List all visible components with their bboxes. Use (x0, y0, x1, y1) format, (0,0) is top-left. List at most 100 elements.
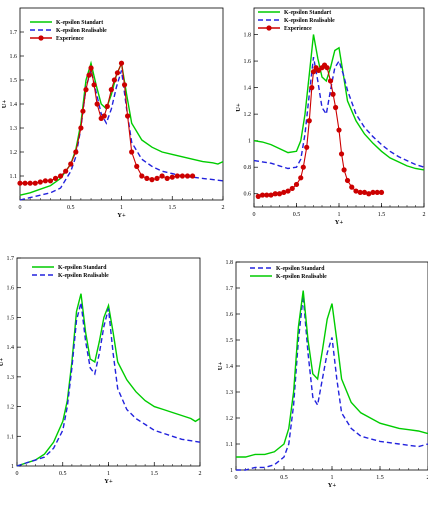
data-point (32, 180, 38, 186)
chart-panel-1: 0 0.5 1 1.5 2 1.1 1.2 1.3 1.4 1.5 1.6 1.7 Y+ U+ K-epsi… (1, 7, 225, 219)
x-tick-label: 0 (253, 212, 256, 218)
data-point (111, 77, 117, 83)
y-tick-label: 1.8 (226, 260, 234, 266)
y-tick-label: 1.4 (10, 102, 18, 108)
chart-panel-4: 0 0.5 1 1.5 2 1 1.1 1.2 1.3 1.4 1.5 1.6 1.7 1.8 Y+ U+ K-… (217, 260, 428, 489)
data-point (272, 191, 278, 197)
series-line-1 (16, 293, 201, 467)
y-tick-label: 1.6 (244, 59, 252, 65)
series-line-2 (16, 302, 201, 467)
data-point (144, 175, 150, 181)
data-point (52, 175, 59, 181)
y-axis-label: U+ (217, 362, 224, 371)
series-line-2 (236, 290, 428, 458)
y-tick-label: 1.6 (226, 312, 234, 318)
data-point (37, 179, 43, 185)
data-point (189, 173, 196, 179)
x-tick-label: 0 (235, 475, 238, 481)
data-point (309, 85, 315, 91)
data-point (134, 163, 140, 169)
x-axis-label: Y+ (335, 219, 344, 226)
data-point (83, 87, 89, 93)
data-point (68, 161, 74, 167)
data-point (336, 127, 342, 133)
data-point (179, 173, 185, 179)
x-tick-label: 1.5 (169, 205, 177, 211)
data-point (338, 151, 345, 157)
data-point (324, 65, 330, 71)
data-point (298, 175, 304, 181)
y-tick-label: 1.5 (10, 78, 18, 84)
plot-frame (19, 7, 224, 201)
y-tick-label: 1.3 (7, 375, 15, 381)
data-point (86, 72, 92, 78)
data-point (159, 173, 165, 179)
y-tick-label: 1 (230, 468, 233, 474)
data-point (58, 173, 64, 179)
legend-label: Experience (56, 36, 84, 42)
x-tick-label: 0.5 (280, 475, 288, 481)
data-point (306, 118, 312, 124)
x-tick-label: 1.5 (376, 475, 384, 481)
data-point (184, 173, 191, 179)
x-tick-label: 0 (16, 471, 19, 477)
y-tick-label: 1.1 (7, 434, 15, 440)
legend-label: K-epsilon Realisable (58, 273, 109, 279)
data-point (22, 180, 28, 186)
data-point (268, 192, 274, 198)
data-point (139, 173, 145, 179)
y-axis-label: U+ (1, 100, 8, 109)
data-point (327, 78, 334, 84)
y-tick-label: 1.5 (226, 338, 234, 344)
data-point (374, 189, 380, 196)
y-tick-label: 1.1 (10, 174, 18, 180)
x-tick-label: 0.5 (293, 212, 301, 218)
y-tick-label: 1.4 (226, 364, 234, 370)
x-tick-label: 1 (331, 475, 334, 481)
y-tick-label: 1.2 (244, 112, 252, 118)
data-point (94, 101, 100, 107)
data-point (114, 70, 121, 76)
x-tick-label: 2 (222, 205, 225, 211)
plot-frame (16, 257, 201, 467)
y-tick-label: 0.6 (244, 192, 252, 198)
data-point (361, 189, 368, 196)
data-point (285, 188, 291, 194)
y-tick-label: 1.2 (10, 150, 18, 156)
x-tick-label: 1 (107, 471, 110, 477)
data-point (164, 175, 170, 181)
chart-panel-3: 0 0.5 1 1.5 2 1 1.1 1.2 1.3 1.4 1.5 1.6 1.7 Y+ U+ K-eps… (0, 256, 202, 485)
x-tick-label: 2 (427, 475, 428, 481)
x-tick-label: 1.5 (378, 212, 386, 218)
x-tick-label: 2 (423, 212, 426, 218)
series-line-2 (253, 56, 425, 170)
y-tick-label: 1.7 (7, 256, 15, 262)
data-point (259, 192, 266, 198)
y-tick-label: 1.2 (7, 405, 15, 411)
data-point (289, 185, 295, 192)
legend-label: K-epsilon Realisable (276, 274, 327, 280)
x-axis-label: Y+ (104, 478, 113, 485)
y-tick-label: 1.5 (7, 315, 15, 321)
y-tick-label: 1.8 (244, 33, 252, 39)
x-tick-label: 1.5 (151, 471, 159, 477)
data-point (63, 168, 69, 174)
data-point (349, 184, 355, 190)
data-point (73, 149, 79, 155)
data-point (27, 180, 33, 186)
x-tick-label: 0 (19, 205, 22, 211)
data-point (174, 173, 180, 179)
data-point (276, 191, 283, 197)
legend-marker (266, 25, 272, 31)
data-point (330, 91, 336, 97)
x-tick-label: 0.5 (67, 205, 75, 211)
data-point (366, 191, 372, 197)
legend-label: K-epsilon Realisable (284, 18, 335, 24)
data-point (264, 192, 270, 198)
data-point (17, 180, 23, 186)
data-point (169, 174, 175, 180)
data-point (108, 87, 114, 93)
data-point (370, 189, 376, 196)
data-point (353, 188, 359, 194)
